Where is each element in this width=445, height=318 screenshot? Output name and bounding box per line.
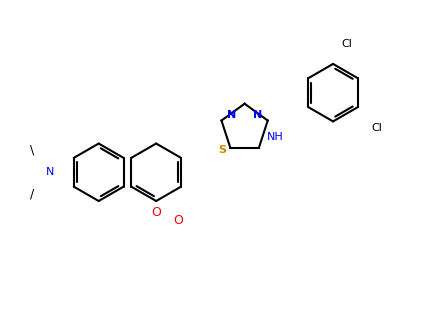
Text: S: S — [218, 145, 227, 155]
Text: Cl: Cl — [341, 39, 352, 49]
Text: O: O — [151, 205, 161, 218]
Text: N: N — [46, 167, 54, 177]
Text: O: O — [174, 214, 183, 227]
Text: Cl: Cl — [372, 123, 383, 133]
Text: N: N — [227, 110, 236, 120]
Text: N: N — [253, 110, 263, 120]
Text: \: \ — [30, 144, 34, 157]
Text: NH: NH — [267, 132, 284, 142]
Text: /: / — [30, 188, 34, 201]
